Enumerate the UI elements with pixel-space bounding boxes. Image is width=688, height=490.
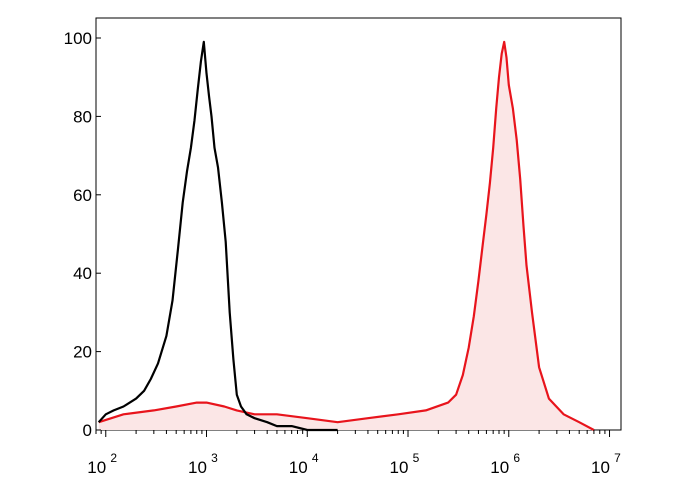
x-tick-label: 10 [390,458,409,477]
y-tick-label: 40 [73,264,92,283]
x-tick-label: 10 [87,458,106,477]
y-tick-label: 20 [73,343,92,362]
y-axis: 0 20 40 60 80 100 [64,29,101,440]
y-tick-label: 100 [64,29,92,48]
x-tick-exponent: 3 [211,451,218,465]
x-tick-label: 10 [188,458,207,477]
y-tick-label: 60 [73,186,92,205]
x-tick-exponent: 4 [312,451,319,465]
x-tick-exponent: 5 [413,451,420,465]
x-tick-exponent: 7 [614,451,621,465]
x-tick-exponent: 6 [513,451,520,465]
x-tick-exponent: 2 [110,451,117,465]
x-tick-label: 10 [289,458,308,477]
series-1-line [98,40,595,431]
series-1-area [98,41,594,431]
x-axis: 10 2 10 3 10 4 10 5 10 6 10 7 [87,430,621,477]
x-tick-label: 10 [591,458,610,477]
x-tick-label: 10 [490,458,509,477]
plot-frame [95,17,622,431]
series-layer [97,40,595,432]
y-tick-label: 80 [73,107,92,126]
plot-border [95,17,622,431]
y-tick-label: 0 [83,421,92,440]
series-0-line [97,40,338,432]
